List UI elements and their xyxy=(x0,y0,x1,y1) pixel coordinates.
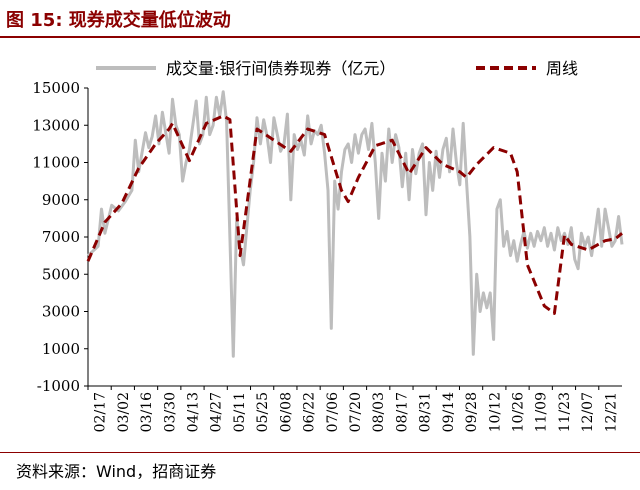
x-tick-label: 10/12 xyxy=(487,392,503,432)
x-tick-label: 08/17 xyxy=(394,392,410,432)
x-tick-label: 11/23 xyxy=(557,392,573,432)
volume-chart: 成交量:银行间债券现券（亿元） 周线 15000 13000 11000 9000 700… xyxy=(32,59,624,432)
figure-title: 图 15: 现券成交量低位波动 xyxy=(6,10,231,31)
y-tick-label: 13000 xyxy=(32,116,80,134)
source-note: 资料来源：Wind，招商证券 xyxy=(16,462,217,481)
x-tick-label: 05/11 xyxy=(232,392,248,432)
plot-area xyxy=(86,90,624,358)
x-tick-label: 09/14 xyxy=(441,392,457,432)
x-tick-label: 12/07 xyxy=(580,392,596,432)
x-tick-label: 09/28 xyxy=(464,392,480,432)
x-tick-label: 03/02 xyxy=(116,392,132,432)
y-tick-label: 15000 xyxy=(32,79,80,97)
x-tick-label: 08/03 xyxy=(371,392,387,432)
y-tick-label: 1000 xyxy=(42,340,80,358)
x-tick-label: 06/22 xyxy=(302,392,318,432)
legend-label-daily: 成交量:银行间债券现券（亿元） xyxy=(166,59,395,78)
y-tick-label: 3000 xyxy=(42,303,80,321)
series-line-daily-volume xyxy=(86,90,624,358)
x-tick-label: 11/09 xyxy=(534,392,550,432)
x-tick-label: 12/21 xyxy=(603,392,619,432)
x-tick-label: 03/16 xyxy=(139,392,155,432)
x-tick-label: 05/25 xyxy=(255,392,271,432)
y-tick-label: 7000 xyxy=(42,228,80,246)
x-axis: 02/17 03/02 03/16 03/30 04/13 04/27 05/11 05/25… xyxy=(87,385,622,432)
x-tick-label: 06/08 xyxy=(278,392,294,432)
y-tick-label: -1000 xyxy=(37,377,80,395)
x-tick-label: 08/31 xyxy=(418,392,434,432)
y-tick-label: 9000 xyxy=(42,191,80,209)
title-rule xyxy=(0,36,640,38)
legend-label-weekly: 周线 xyxy=(546,59,578,78)
y-axis: 15000 13000 11000 9000 7000 5000 3000 1000 -1000 xyxy=(32,79,89,395)
chart-legend: 成交量:银行间债券现券（亿元） 周线 xyxy=(96,59,578,78)
y-tick-label: 5000 xyxy=(42,265,80,283)
footer-rule xyxy=(0,452,640,453)
x-tick-label: 04/27 xyxy=(209,392,225,432)
x-tick-label: 02/17 xyxy=(93,392,109,432)
x-tick-label: 04/13 xyxy=(185,392,201,432)
x-tick-label: 07/20 xyxy=(348,392,364,432)
x-tick-label: 07/06 xyxy=(325,392,341,432)
x-tick-label: 03/30 xyxy=(162,392,178,432)
series-line-weekly xyxy=(86,114,623,315)
y-tick-label: 11000 xyxy=(32,154,80,172)
x-tick-label: 10/26 xyxy=(511,392,527,432)
